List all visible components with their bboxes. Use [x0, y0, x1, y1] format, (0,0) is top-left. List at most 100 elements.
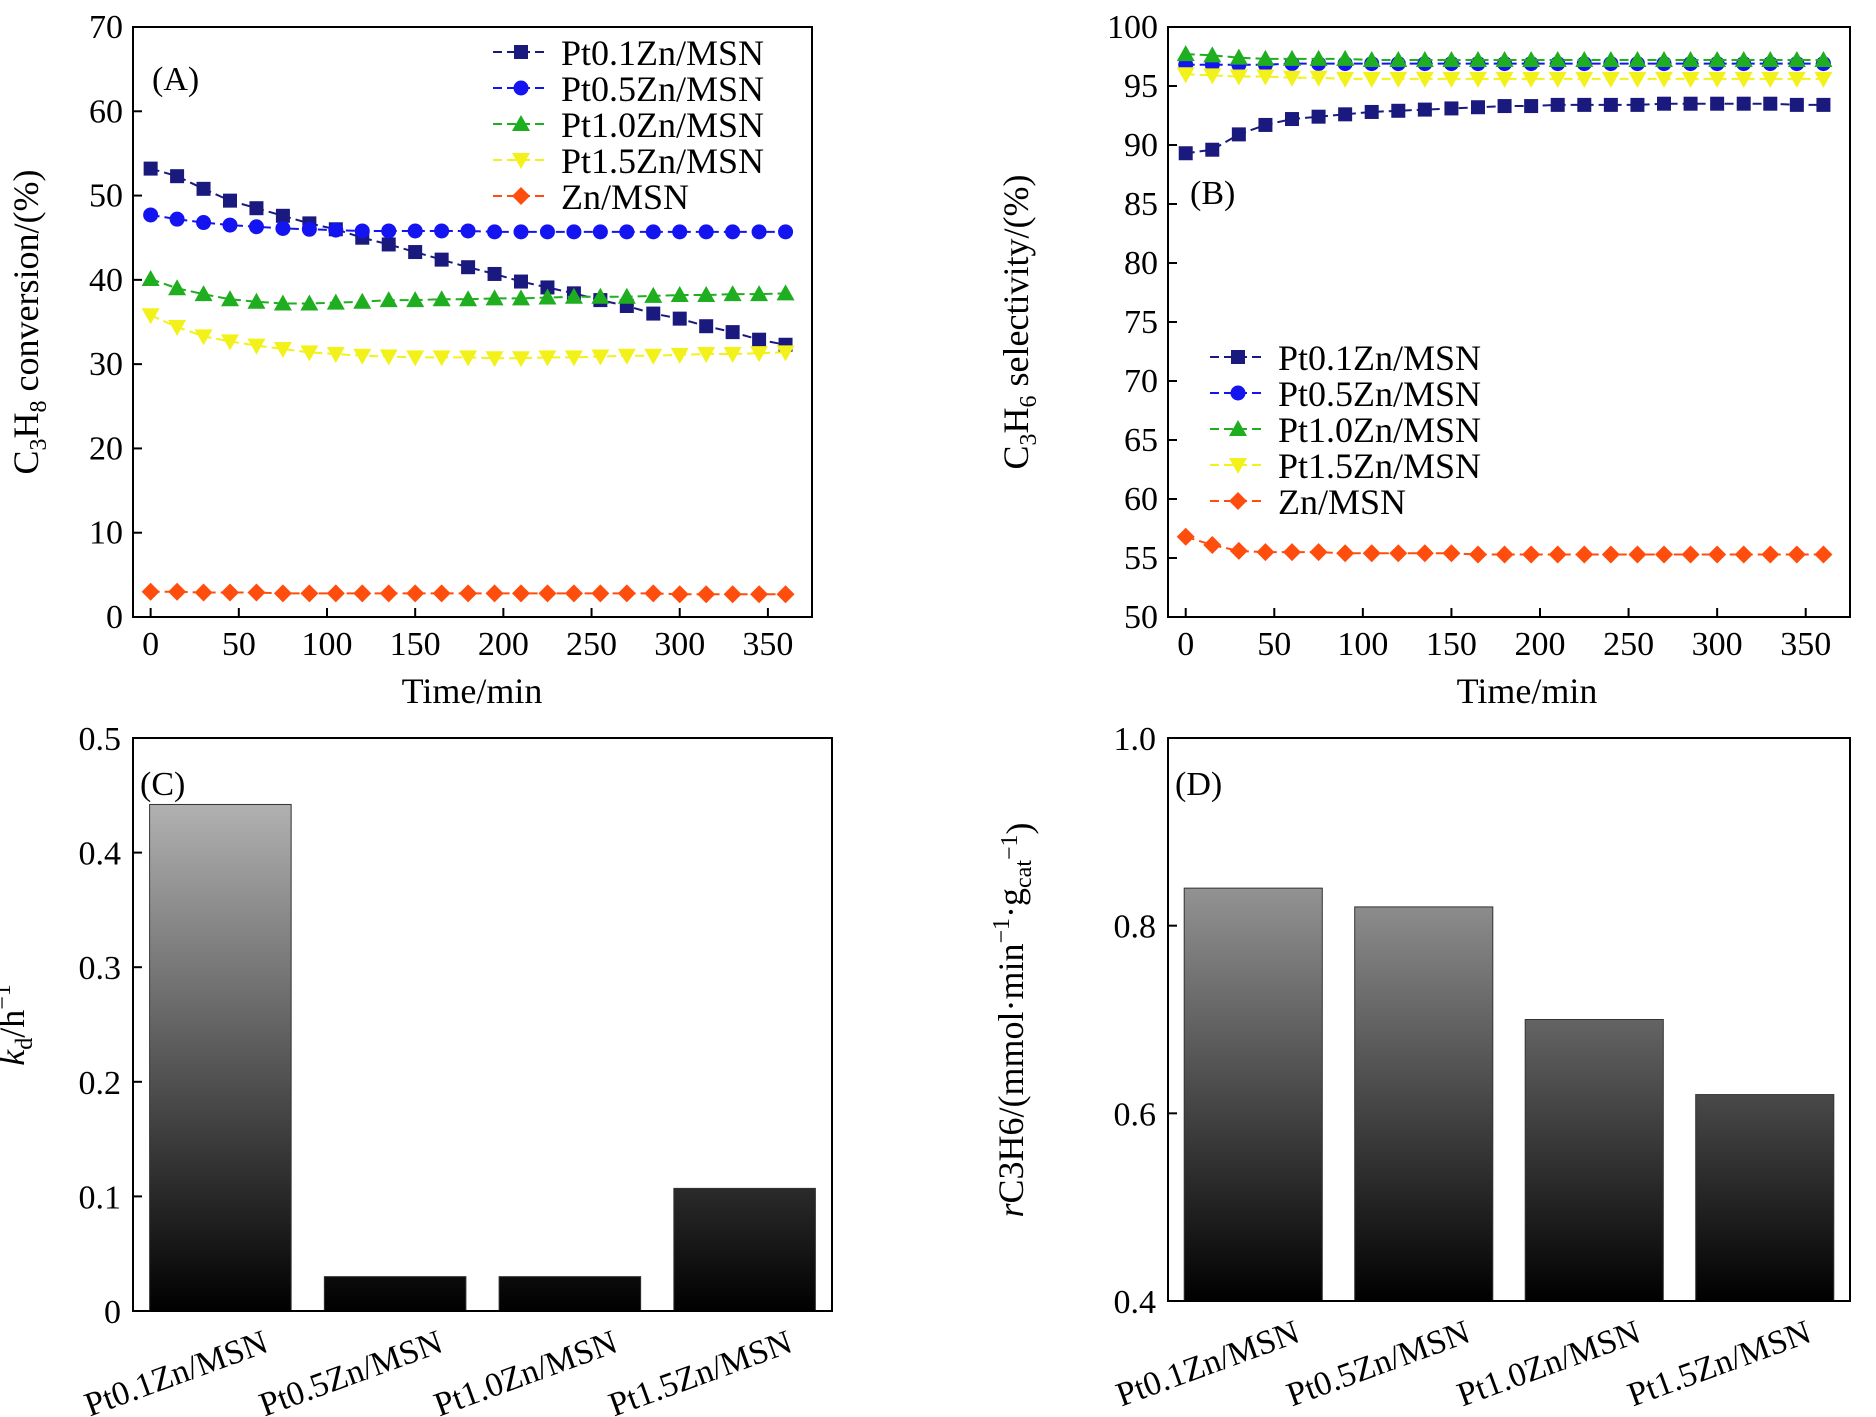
data-point-pt1-5zn-msn — [221, 334, 239, 351]
data-point-pt1-0zn-msn — [538, 288, 557, 305]
data-point-zn-msn — [644, 584, 663, 603]
legend-item-pt1-0zn-msn: Pt1.0Zn/MSN — [493, 105, 764, 145]
data-point-pt0-5zn-msn — [248, 219, 264, 235]
data-point-pt1-0zn-msn — [1176, 45, 1195, 62]
chart-a: 0 50 100 150 200 250 300 350 0 10 20 30 40 50 60 70 Pt0… — [6, 9, 813, 711]
data-point-zn-msn — [194, 583, 213, 602]
data-point-zn-msn — [1176, 527, 1195, 546]
data-point-pt1-0zn-msn — [1469, 51, 1487, 68]
data-point-zn-msn — [776, 585, 795, 604]
data-point-zn-msn — [1442, 544, 1461, 563]
data-point-pt1-5zn-msn — [617, 348, 636, 365]
data-point-pt0-1zn-msn — [1417, 102, 1432, 117]
data-point-pt1-5zn-msn — [1229, 69, 1248, 86]
data-point-pt0-5zn-msn — [539, 224, 555, 240]
data-point-pt1-0zn-msn — [1601, 51, 1620, 68]
legend-marker — [1229, 492, 1247, 510]
legend-item-pt0-5zn-msn: Pt0.5Zn/MSN — [1210, 374, 1481, 414]
series-pt0-1zn-msn — [143, 161, 793, 352]
y-tick-label: 80 — [1124, 245, 1158, 282]
y-tick-label: 85 — [1124, 186, 1158, 223]
data-point-pt1-0zn-msn — [1203, 46, 1222, 63]
y-tick-label: 70 — [89, 9, 123, 46]
data-point-pt0-5zn-msn — [698, 224, 714, 240]
legend-item-pt0-1zn-msn: Pt0.1Zn/MSN — [493, 33, 764, 73]
data-point-pt1-5zn-msn — [1283, 70, 1301, 87]
legend-a: Pt0.1Zn/MSNPt0.5Zn/MSNPt1.0Zn/MSNPt1.5Zn… — [493, 33, 764, 217]
panel-label-d: (D) — [1175, 766, 1222, 803]
data-point-pt1-5zn-msn — [1522, 71, 1541, 88]
data-point-pt0-1zn-msn — [1364, 104, 1379, 119]
data-point-zn-msn — [406, 584, 425, 603]
data-point-pt0-5zn-msn — [354, 223, 370, 239]
data-point-pt0-1zn-msn — [1524, 99, 1539, 114]
data-point-pt0-1zn-msn — [1603, 97, 1618, 112]
data-point-pt1-0zn-msn — [247, 292, 266, 309]
data-point-pt0-5zn-msn — [381, 223, 397, 239]
data-point-pt0-5zn-msn — [434, 223, 450, 239]
series-pt1-0zn-msn — [141, 270, 795, 311]
bar-pt1-5zn-msn — [673, 1187, 816, 1312]
data-point-pt1-5zn-msn — [273, 341, 292, 358]
legend-label: Pt0.5Zn/MSN — [1278, 374, 1481, 414]
data-point-pt1-0zn-msn — [1229, 48, 1248, 65]
data-point-pt0-5zn-msn — [143, 207, 159, 223]
data-point-pt1-5zn-msn — [459, 350, 478, 367]
data-point-pt0-5zn-msn — [645, 224, 661, 240]
y-tick-label: 40 — [89, 262, 123, 299]
x-tick-label: 100 — [1337, 626, 1388, 663]
data-point-pt1-5zn-msn — [1203, 68, 1222, 85]
data-point-zn-msn — [1336, 544, 1355, 563]
data-point-zn-msn — [1362, 544, 1381, 563]
data-point-pt0-5zn-msn — [407, 223, 423, 239]
legend-item-pt1-5zn-msn: Pt1.5Zn/MSN — [1210, 446, 1481, 486]
data-point-zn-msn — [1681, 545, 1700, 564]
data-point-zn-msn — [1761, 545, 1780, 564]
bar-pt1-5zn-msn — [1695, 1094, 1835, 1302]
y-tick-label: 55 — [1124, 540, 1158, 577]
data-point-pt0-5zn-msn — [301, 221, 317, 237]
data-point-pt1-5zn-msn — [1814, 71, 1833, 88]
data-point-zn-msn — [1256, 543, 1275, 562]
data-point-pt0-1zn-msn — [540, 280, 555, 295]
y-tick-label: 60 — [1124, 481, 1158, 518]
data-point-zn-msn — [273, 584, 292, 603]
legend-label: Pt0.1Zn/MSN — [561, 33, 764, 73]
data-point-pt1-0zn-msn — [141, 270, 160, 287]
data-point-pt1-5zn-msn — [1681, 71, 1700, 88]
data-point-pt1-0zn-msn — [1442, 51, 1461, 68]
y-tick-label: 1.0 — [1114, 721, 1157, 758]
data-point-zn-msn — [485, 584, 504, 603]
legend-marker — [512, 153, 530, 169]
data-point-zn-msn — [379, 584, 398, 603]
data-point-zn-msn — [564, 584, 583, 603]
data-point-pt1-5zn-msn — [406, 350, 425, 367]
data-point-pt1-5zn-msn — [432, 350, 451, 367]
data-point-pt1-5zn-msn — [353, 348, 372, 365]
data-point-pt1-0zn-msn — [1522, 51, 1541, 68]
data-point-pt0-5zn-msn — [672, 224, 688, 240]
legend-item-zn-msn: Zn/MSN — [493, 177, 689, 217]
data-point-zn-msn — [353, 584, 372, 603]
x-tick-label: 300 — [654, 626, 705, 663]
data-point-pt1-0zn-msn — [1681, 51, 1700, 68]
data-point-zn-msn — [1601, 545, 1620, 564]
y-tick-label: 0.6 — [1114, 1096, 1157, 1133]
y-tick-label: 95 — [1124, 68, 1158, 105]
data-point-pt1-5zn-msn — [1655, 71, 1673, 88]
data-point-pt0-1zn-msn — [1338, 107, 1353, 122]
data-point-zn-msn — [1229, 541, 1248, 560]
data-point-pt0-5zn-msn — [592, 224, 608, 240]
plot-frame-c — [132, 737, 833, 1312]
y-tick-label: 50 — [1124, 599, 1158, 636]
data-point-pt1-0zn-msn — [750, 285, 769, 302]
data-point-pt0-1zn-msn — [196, 181, 211, 196]
data-point-pt1-5zn-msn — [538, 350, 557, 367]
y-tick-label: 75 — [1124, 304, 1158, 341]
y-tick-label: 0.8 — [1114, 909, 1157, 946]
y-tick-label: 60 — [89, 93, 123, 130]
data-point-pt1-5zn-msn — [1469, 71, 1487, 88]
bar-pt1-0zn-msn — [498, 1276, 642, 1312]
data-point-pt1-0zn-msn — [670, 286, 689, 303]
data-point-pt1-0zn-msn — [1575, 51, 1594, 68]
